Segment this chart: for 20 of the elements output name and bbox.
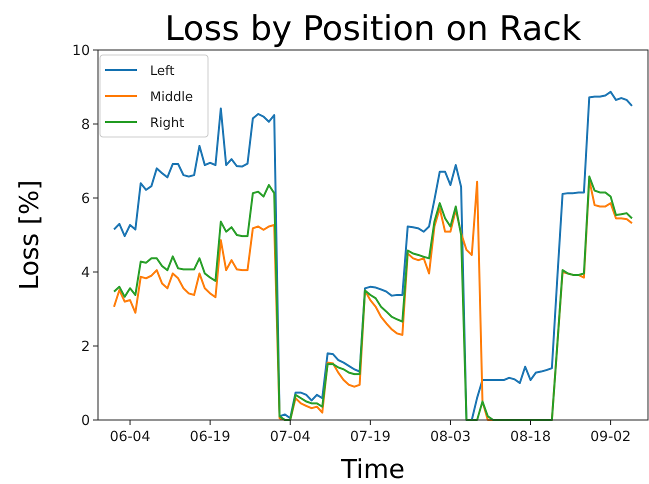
x-tick-label: 06-04 <box>110 429 150 445</box>
x-tick-label: 08-18 <box>510 429 551 445</box>
y-tick-label: 6 <box>81 191 90 207</box>
x-tick-label: 06-19 <box>190 429 230 445</box>
legend-label: Right <box>150 116 184 131</box>
line-series <box>113 90 633 421</box>
x-axis-title: Time <box>340 455 405 484</box>
x-tick-label: 09-02 <box>590 429 631 445</box>
y-tick-label: 10 <box>72 43 90 59</box>
x-tick-label: 07-19 <box>350 429 391 445</box>
x-tick-label: 07-04 <box>270 429 311 445</box>
legend-label: Left <box>150 64 174 79</box>
y-tick-label: 2 <box>81 339 90 355</box>
y-axis-title: Loss [%] <box>15 180 45 290</box>
y-tick-label: 8 <box>81 117 90 133</box>
y-tick-label: 4 <box>81 265 90 281</box>
y-tick-label: 0 <box>81 413 90 429</box>
legend-label: Middle <box>150 90 193 105</box>
x-tick-label: 08-03 <box>430 429 471 445</box>
chart-title: Loss by Position on Rack <box>164 9 582 49</box>
